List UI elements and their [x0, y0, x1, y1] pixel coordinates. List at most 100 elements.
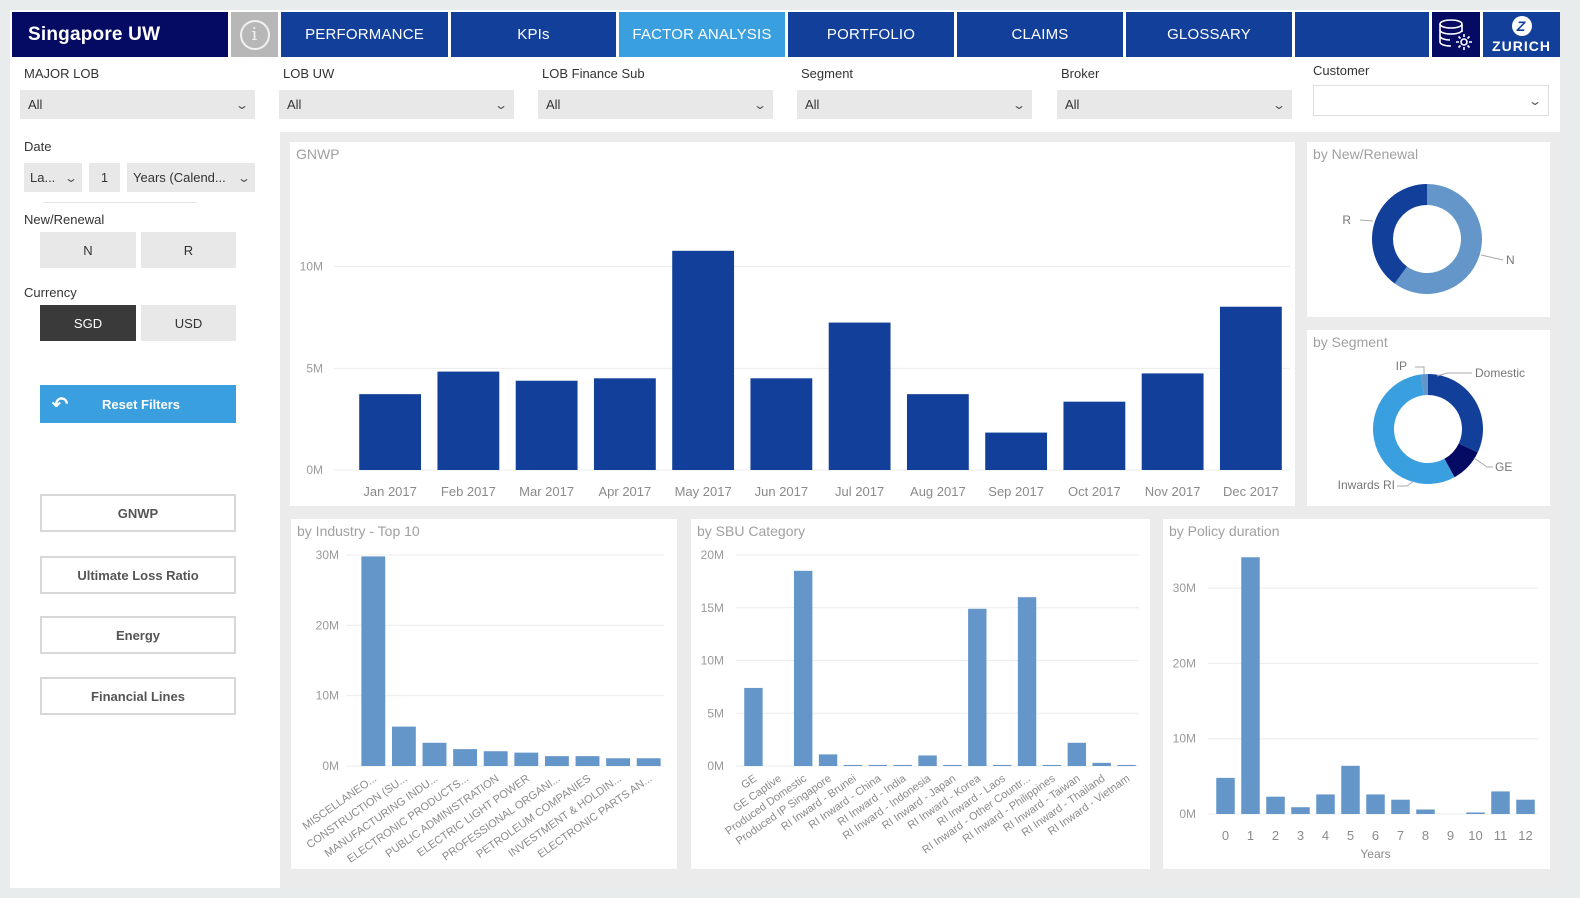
policy-duration-bar[interactable] [1366, 794, 1385, 814]
gnwp-bar[interactable] [1141, 373, 1204, 470]
sbu-bar[interactable] [744, 687, 763, 766]
industry-bar[interactable] [514, 752, 539, 766]
gnwp-bar[interactable] [1219, 306, 1282, 470]
sbu-bar[interactable] [1017, 597, 1037, 766]
industry-bar[interactable] [606, 758, 631, 766]
gnwp-bar[interactable] [828, 322, 891, 470]
industry-bar[interactable] [544, 756, 569, 766]
currency-label: Currency [24, 285, 77, 300]
x-tick-label: Jul 2017 [835, 484, 884, 499]
gnwp-chart-title: GNWP [296, 146, 340, 162]
policy-duration-bar[interactable] [1516, 799, 1535, 814]
x-tick-label: 2 [1272, 828, 1279, 843]
x-tick-label: Mar 2017 [519, 484, 574, 499]
sbu-bar[interactable] [1117, 764, 1136, 766]
slice-label: IP [1396, 359, 1407, 373]
segment-slice[interactable] [1428, 374, 1483, 453]
policy-duration-bar[interactable] [1241, 557, 1260, 814]
gnwp-button[interactable]: GNWP [40, 494, 236, 532]
tab-claims[interactable]: CLAIMS [957, 12, 1123, 57]
report-title: Singapore UW [12, 12, 228, 57]
industry-chart-title: by Industry - Top 10 [297, 523, 420, 539]
leader-line [1359, 219, 1374, 222]
new-renewal-slice[interactable] [1372, 184, 1427, 284]
industry-bar[interactable] [391, 726, 416, 766]
industry-bar[interactable] [453, 749, 478, 766]
policy-duration-bar[interactable] [1216, 777, 1235, 814]
segment-slice[interactable] [1421, 374, 1428, 396]
new-button[interactable]: N [40, 232, 136, 268]
tab-portfolio[interactable]: PORTFOLIO [788, 12, 954, 57]
industry-bar[interactable] [361, 556, 386, 766]
sbu-bar[interactable] [918, 755, 937, 766]
industry-bar[interactable] [575, 756, 600, 766]
gnwp-bar[interactable] [1063, 401, 1126, 470]
gnwp-bar[interactable] [359, 394, 422, 470]
financial-lines-button[interactable]: Financial Lines [40, 677, 236, 715]
slice-label: GE [1495, 460, 1512, 474]
renewal-button[interactable]: R [141, 232, 236, 268]
tab-kpis[interactable]: KPIs [451, 12, 616, 57]
lob-finance-sub-dropdown[interactable]: All ⌄ [538, 90, 773, 119]
tab-factor-analysis[interactable]: FACTOR ANALYSIS [619, 12, 785, 57]
currency-sgd-button[interactable]: SGD [40, 305, 136, 341]
currency-usd-button[interactable]: USD [141, 305, 236, 341]
undo-arrow-icon: ↶ [51, 393, 69, 416]
policy-duration-bar[interactable] [1266, 796, 1285, 814]
slice-label: R [1342, 213, 1351, 227]
date-unit-dropdown[interactable]: Years (Calend... ⌄ [127, 163, 255, 192]
x-tick-label: Feb 2017 [441, 484, 496, 499]
new-renewal-label: New/Renewal [24, 212, 105, 227]
gnwp-bar[interactable] [906, 394, 969, 470]
broker-label: Broker [1061, 66, 1100, 81]
sbu-bar[interactable] [893, 764, 912, 766]
policy-duration-bar[interactable] [1391, 799, 1410, 814]
industry-bar[interactable] [636, 758, 661, 766]
sbu-bar[interactable] [818, 754, 838, 766]
date-count-input[interactable]: 1 [89, 163, 120, 192]
policy-duration-bar[interactable] [1416, 809, 1435, 814]
major-lob-dropdown[interactable]: All ⌄ [20, 90, 255, 119]
lob-finance-sub-value: All [546, 97, 561, 112]
segment-slice[interactable] [1373, 374, 1455, 484]
reset-filters-button[interactable]: ↶ Reset Filters [40, 385, 236, 423]
industry-bar[interactable] [483, 751, 508, 766]
sbu-bar[interactable] [992, 764, 1012, 766]
ultimate-loss-ratio-button[interactable]: Ultimate Loss Ratio [40, 556, 236, 594]
tab-glossary[interactable]: GLOSSARY [1126, 12, 1292, 57]
policy-duration-bar[interactable] [1341, 765, 1360, 814]
gnwp-bar[interactable] [672, 250, 735, 470]
gnwp-bar[interactable] [985, 432, 1048, 470]
sbu-bar[interactable] [793, 570, 813, 766]
sbu-bar[interactable] [943, 764, 962, 766]
sbu-bar[interactable] [1042, 764, 1062, 766]
date-mode-dropdown[interactable]: La... ⌄ [24, 163, 82, 192]
new-renewal-slice[interactable] [1394, 184, 1482, 294]
industry-bar[interactable] [422, 742, 447, 766]
customer-dropdown[interactable]: ⌄ [1313, 85, 1549, 116]
gnwp-bar[interactable] [750, 378, 813, 470]
lob-uw-dropdown[interactable]: All ⌄ [279, 90, 514, 119]
policy-duration-bar[interactable] [1466, 812, 1485, 814]
x-tick-label: Nov 2017 [1145, 484, 1201, 499]
data-settings-button[interactable] [1432, 12, 1480, 57]
gnwp-bar[interactable] [515, 380, 578, 470]
sbu-bar[interactable] [1092, 762, 1111, 766]
tab-performance[interactable]: PERFORMANCE [281, 12, 448, 57]
broker-dropdown[interactable]: All ⌄ [1057, 90, 1292, 119]
gnwp-bar[interactable] [437, 371, 500, 470]
sbu-bar[interactable] [843, 764, 863, 766]
energy-button[interactable]: Energy [40, 616, 236, 654]
sbu-bar[interactable] [1067, 742, 1087, 766]
sbu-bar[interactable] [868, 764, 888, 766]
info-button[interactable]: i [231, 12, 278, 57]
policy-duration-bar[interactable] [1291, 807, 1310, 814]
sbu-bar[interactable] [968, 608, 987, 766]
policy-duration-bar[interactable] [1491, 791, 1510, 814]
policy-duration-bar[interactable] [1316, 794, 1335, 814]
x-tick-label: 8 [1422, 828, 1429, 843]
gnwp-bar[interactable] [593, 378, 656, 470]
segment-slice[interactable] [1444, 443, 1478, 478]
segment-dropdown[interactable]: All ⌄ [797, 90, 1032, 119]
